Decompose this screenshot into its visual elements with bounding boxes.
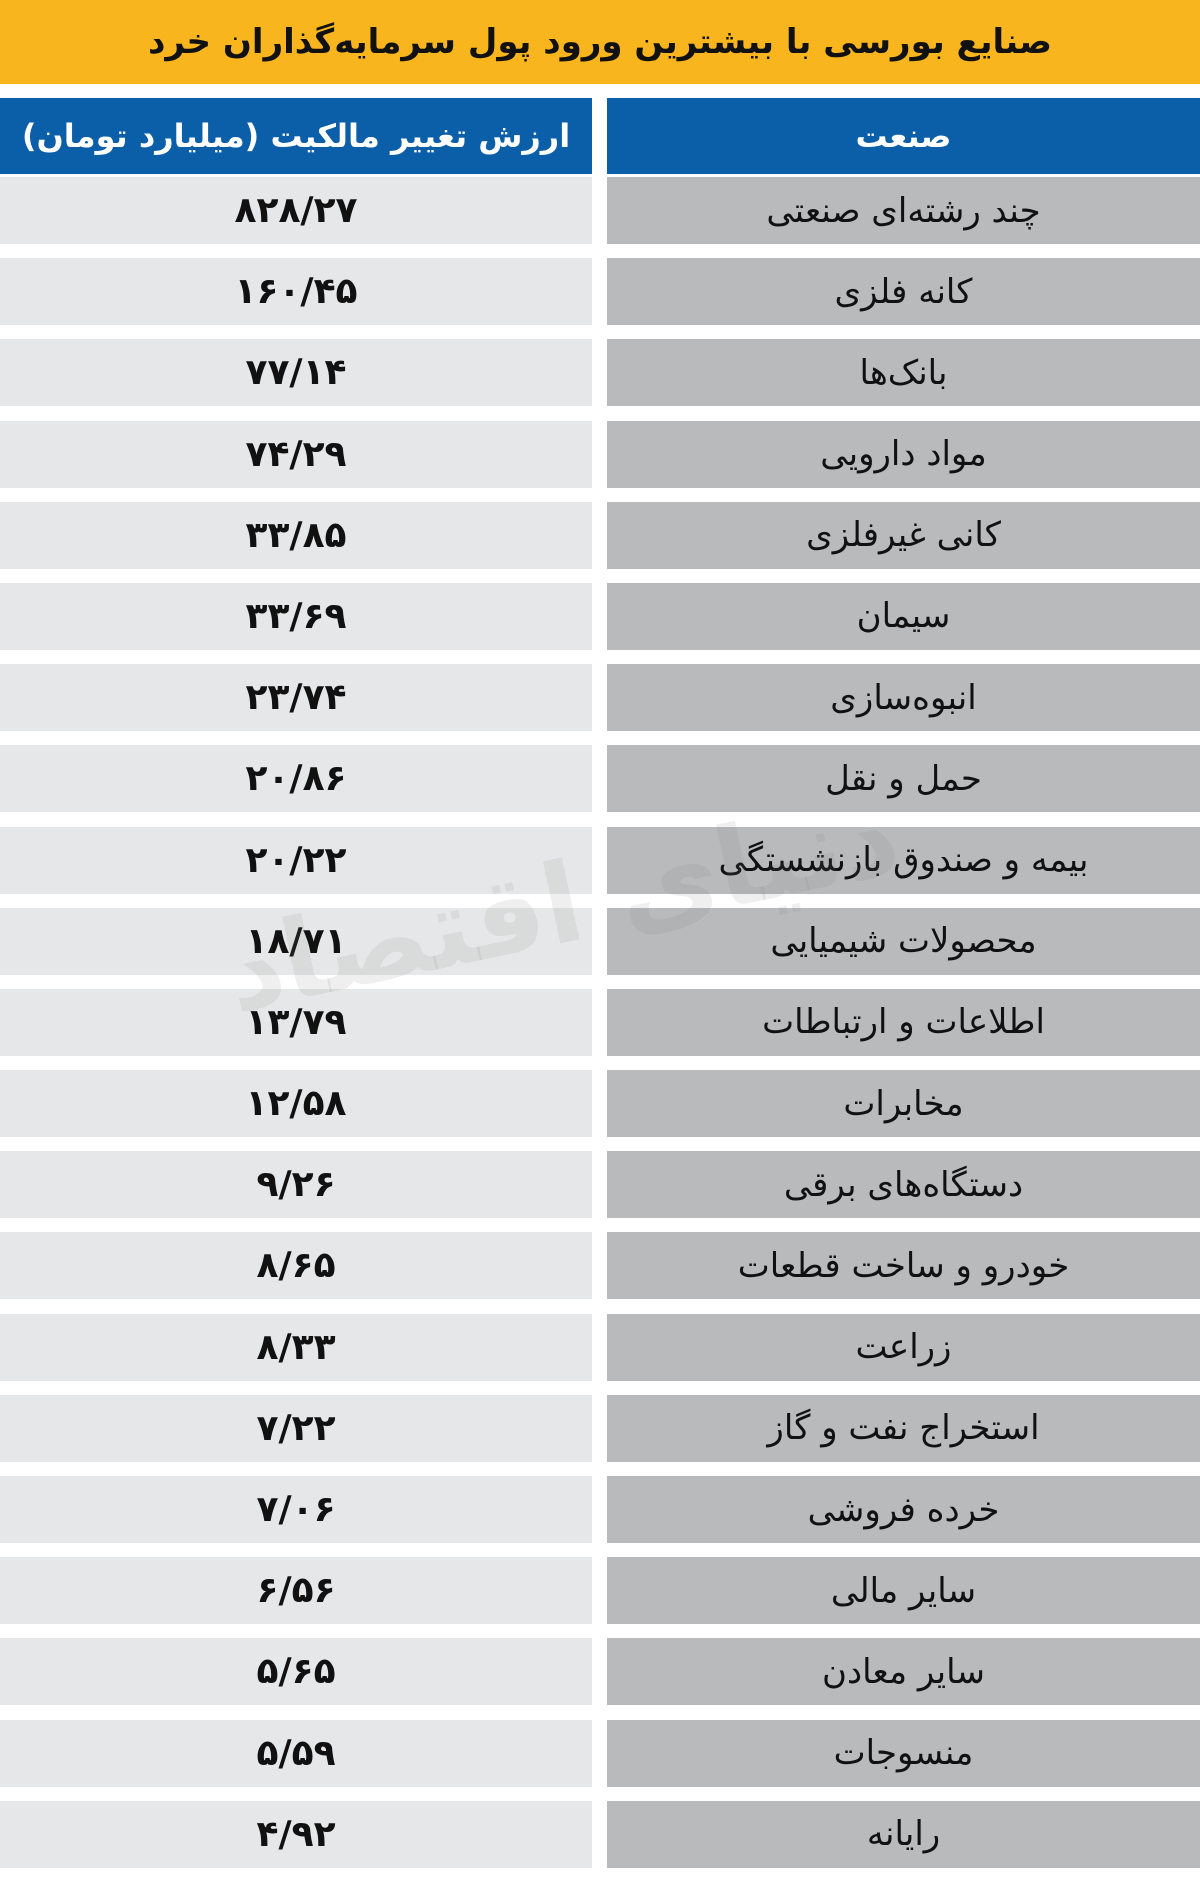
value-cell: ۵/۶۵ bbox=[0, 1638, 592, 1706]
value-cell: ۱۳/۷۹ bbox=[0, 988, 592, 1056]
value-cell: ۳۳/۸۵ bbox=[0, 501, 592, 569]
value-cell: ۱۶۰/۴۵ bbox=[0, 258, 592, 326]
value-cell: ۹/۲۶ bbox=[0, 1151, 592, 1219]
table-body: ۸۲۸/۲۷ چند رشته‌ای صنعتی ۱۶۰/۴۵ کانه فلزی ۷۷… bbox=[0, 177, 1200, 1882]
table-row: ۷/۰۶ خرده فروشی bbox=[0, 1476, 1200, 1557]
value-cell: ۲۰/۸۶ bbox=[0, 745, 592, 813]
value-cell: ۸/۳۳ bbox=[0, 1313, 592, 1381]
industry-cell: کانه فلزی bbox=[607, 258, 1200, 326]
value-cell: ۶/۵۶ bbox=[0, 1557, 592, 1625]
industry-cell: مخابرات bbox=[607, 1070, 1200, 1138]
industry-cell: خودرو و ساخت قطعات bbox=[607, 1232, 1200, 1300]
industry-cell: سایر مالی bbox=[607, 1557, 1200, 1625]
value-cell: ۷۴/۲۹ bbox=[0, 420, 592, 488]
table-row: ۱۳/۷۹ اطلاعات و ارتباطات bbox=[0, 988, 1200, 1070]
industry-cell: بیمه و صندوق بازنشستگی bbox=[607, 826, 1200, 894]
column-header-industry: صنعت bbox=[607, 98, 1200, 174]
table-row: ۵/۵۹ منسوجات bbox=[0, 1719, 1200, 1801]
industry-cell: خرده فروشی bbox=[607, 1476, 1200, 1543]
column-header-value: ارزش تغییر مالکیت (میلیارد تومان) bbox=[0, 98, 592, 174]
table-row: ۷/۲۲ استخراج نفت و گاز bbox=[0, 1394, 1200, 1476]
industry-cell: حمل و نقل bbox=[607, 745, 1200, 813]
value-cell: ۷۷/۱۴ bbox=[0, 339, 592, 407]
table-row: ۵/۶۵ سایر معادن bbox=[0, 1638, 1200, 1719]
value-cell: ۱۸/۷۱ bbox=[0, 907, 592, 975]
table-row: ۶/۵۶ سایر مالی bbox=[0, 1557, 1200, 1638]
industry-cell: دستگاه‌های برقی bbox=[607, 1151, 1200, 1219]
value-cell: ۷/۰۶ bbox=[0, 1476, 592, 1543]
industry-cell: منسوجات bbox=[607, 1719, 1200, 1787]
value-cell: ۸/۶۵ bbox=[0, 1232, 592, 1300]
table-row: ۸/۶۵ خودرو و ساخت قطعات bbox=[0, 1232, 1200, 1313]
industry-cell: بانک‌ها bbox=[607, 339, 1200, 407]
value-cell: ۵/۵۹ bbox=[0, 1719, 592, 1787]
table-row: ۳۳/۶۹ سیمان bbox=[0, 582, 1200, 664]
table-row: ۷۴/۲۹ مواد دارویی bbox=[0, 420, 1200, 502]
value-cell: ۴/۹۲ bbox=[0, 1800, 592, 1868]
table-row: ۳۳/۸۵ کانی غیرفلزی bbox=[0, 501, 1200, 583]
table-row: ۱۲/۵۸ مخابرات bbox=[0, 1070, 1200, 1151]
table-row: ۸۲۸/۲۷ چند رشته‌ای صنعتی bbox=[0, 177, 1200, 258]
industry-cell: سایر معادن bbox=[607, 1638, 1200, 1706]
table-row: ۲۳/۷۴ انبوه‌سازی bbox=[0, 664, 1200, 745]
industry-cell: استخراج نفت و گاز bbox=[607, 1394, 1200, 1462]
industry-cell: کانی غیرفلزی bbox=[607, 501, 1200, 569]
value-cell: ۲۳/۷۴ bbox=[0, 664, 592, 732]
value-cell: ۸۲۸/۲۷ bbox=[0, 177, 592, 244]
value-cell: ۲۰/۲۲ bbox=[0, 826, 592, 894]
table-row: ۲۰/۲۲ بیمه و صندوق بازنشستگی bbox=[0, 826, 1200, 908]
industry-cell: انبوه‌سازی bbox=[607, 664, 1200, 732]
table-row: ۲۰/۸۶ حمل و نقل bbox=[0, 745, 1200, 826]
table-row: ۷۷/۱۴ بانک‌ها bbox=[0, 339, 1200, 420]
industry-cell: زراعت bbox=[607, 1313, 1200, 1381]
industry-cell: رایانه bbox=[607, 1800, 1200, 1868]
industry-cell: مواد دارویی bbox=[607, 420, 1200, 488]
table-row: ۴/۹۲ رایانه bbox=[0, 1800, 1200, 1882]
industry-cell: سیمان bbox=[607, 582, 1200, 650]
table-row: ۱۸/۷۱ محصولات شیمیایی bbox=[0, 907, 1200, 989]
table-row: ۹/۲۶ دستگاه‌های برقی bbox=[0, 1151, 1200, 1232]
industry-cell: محصولات شیمیایی bbox=[607, 907, 1200, 975]
industry-cell: چند رشته‌ای صنعتی bbox=[607, 177, 1200, 244]
value-cell: ۷/۲۲ bbox=[0, 1394, 592, 1462]
value-cell: ۳۳/۶۹ bbox=[0, 582, 592, 650]
table-row: ۱۶۰/۴۵ کانه فلزی bbox=[0, 258, 1200, 339]
table-row: ۸/۳۳ زراعت bbox=[0, 1313, 1200, 1395]
value-cell: ۱۲/۵۸ bbox=[0, 1070, 592, 1138]
table-title: صنایع بورسی با بیشترین ورود پول سرمایه‌گ… bbox=[0, 0, 1200, 84]
industry-cell: اطلاعات و ارتباطات bbox=[607, 988, 1200, 1056]
